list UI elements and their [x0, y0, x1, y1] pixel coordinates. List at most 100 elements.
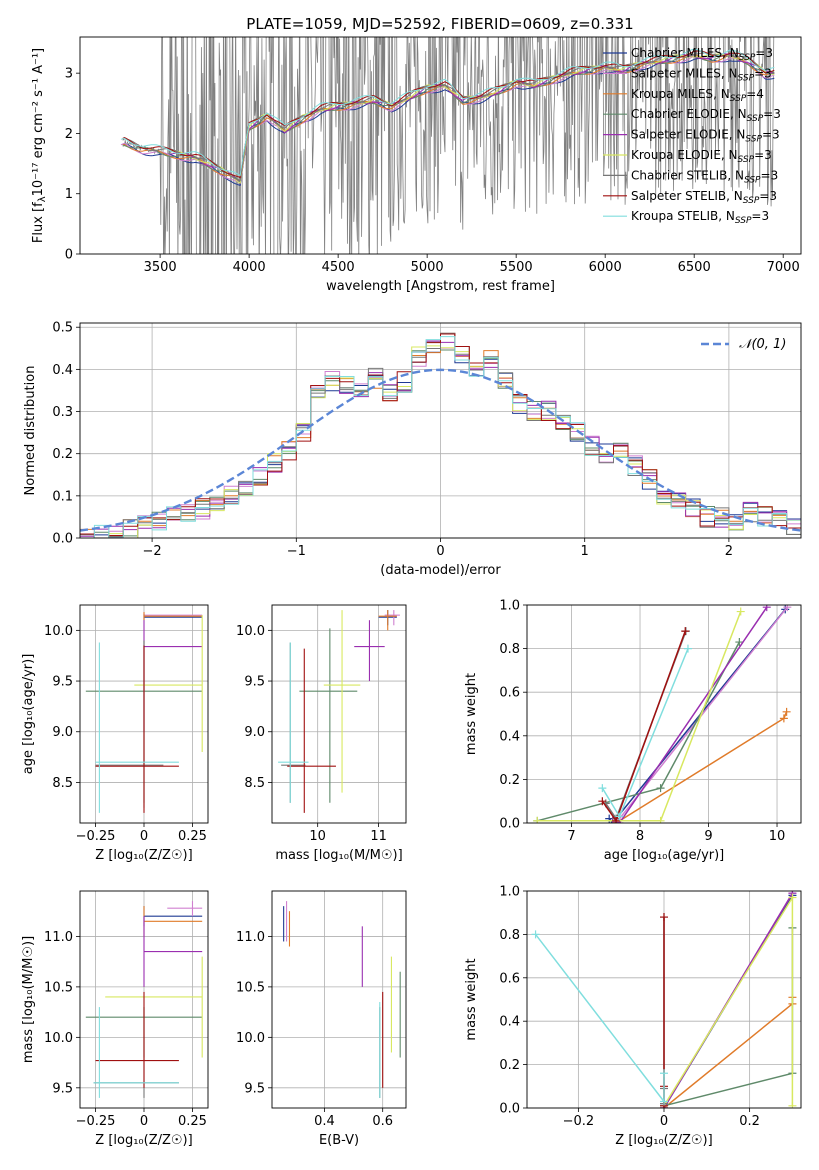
y-tick-label: 0.0 [499, 1102, 520, 1117]
legend-entry: Chabrier STELIB, NSSP=3 [631, 168, 778, 185]
weight-marker-4-2 [762, 605, 771, 612]
y-tick-label: 0.2 [499, 773, 520, 788]
model-spectrum-8 [120, 48, 775, 177]
legend-ssp: SSP [739, 53, 756, 63]
x-tick-label: 0.2 [739, 1114, 760, 1129]
x-tick-label: −0.25 [76, 829, 116, 844]
legend-n: , N [721, 148, 738, 162]
x-tick-label: −0.2 [563, 1114, 595, 1129]
legend-ssp: SSP [730, 94, 747, 104]
y-axis-label: mass weight [464, 958, 479, 1040]
legend-equals: = [755, 46, 765, 60]
legend-nssp-value: 3 [773, 107, 781, 121]
y-tick-label: 10.5 [44, 980, 73, 995]
weight-marker-1-2 [783, 605, 792, 612]
weight-marker-5-0 [533, 816, 542, 823]
histogram-7 [80, 333, 801, 538]
legend-entry: Salpeter MILES, NSSP=3 [631, 66, 772, 83]
weight-marker-3-1 [656, 784, 665, 793]
y-tick-label: 10.5 [236, 980, 265, 995]
legend-equals: = [759, 189, 769, 203]
plot-area [278, 610, 400, 813]
legend-entry: Salpeter STELIB, NSSP=3 [631, 189, 777, 206]
legend-nssp-value: 3 [771, 168, 779, 182]
x-tick-label: 2 [725, 544, 733, 559]
axes-frame [526, 890, 802, 1109]
legend-equals: = [751, 209, 761, 223]
y-axis-label: Normed distribution [23, 366, 38, 496]
spectrum-panel: 3500 4000 4500 5000 5500 6000 6500 7000 0 1 2 3 wave… [31, 36, 802, 294]
y-axis-label: age [log₁₀(age/yr)] [21, 654, 36, 775]
axes-frame [79, 604, 209, 824]
axes-frame [79, 322, 802, 539]
x-tick-label: 10 [309, 829, 326, 844]
legend-equals: = [754, 66, 764, 80]
legend-ssp: SSP [745, 135, 762, 145]
x-tick-label: 4500 [322, 260, 355, 275]
weight-vs-age-panel: 7 8 9 10 0.0 0.2 0.4 0.6 0.8 1.0 age [log₁₀(age/yr… [464, 599, 802, 863]
y-tick-label: 9.0 [52, 725, 73, 740]
x-tick-label: 11 [370, 829, 387, 844]
weight-vs-metallicity-panel: −0.2 0 0.2 0.0 0.2 0.4 0.6 0.8 1.0 Z [log₁₀(Z/Z☉)… [464, 885, 802, 1148]
legend-ssp: SSP [743, 196, 760, 206]
x-tick-label: 0.4 [314, 1114, 335, 1129]
plot-area [283, 901, 401, 1098]
x-axis-label: wavelength [Angstrom, rest frame] [326, 279, 555, 294]
legend-entry: Salpeter ELODIE, NSSP=3 [631, 128, 780, 145]
y-tick-label: 9.0 [244, 725, 265, 740]
plot-area [85, 612, 203, 813]
x-tick-label: 4000 [233, 260, 266, 275]
legend-nssp-value: 3 [764, 148, 772, 162]
y-tick-label: 9.5 [52, 675, 73, 690]
weight-marker-3-2 [735, 638, 744, 647]
x-tick-label: 0.25 [178, 829, 207, 844]
y-tick-label: 11.0 [44, 930, 73, 945]
legend-name: Salpeter ELODIE [631, 128, 729, 142]
y-tick-label: 0.8 [499, 642, 520, 657]
weight-marker-2-3 [782, 707, 791, 716]
x-tick-label: 6500 [678, 260, 711, 275]
x-axis-label: E(B-V) [319, 1133, 359, 1148]
histogram-8 [80, 336, 801, 538]
mass-vs-metallicity-panel: −0.25 0 0.25 9.5 10.0 10.5 11.0 Z [log₁₀(Z/Z☉)]… [21, 890, 209, 1148]
y-tick-label: 0.3 [52, 405, 73, 420]
legend-name: Kroupa MILES [631, 87, 713, 101]
legend-n: , N [727, 168, 744, 182]
weight-marker-8-1 [660, 1097, 668, 1106]
axes-frame [526, 604, 802, 824]
y-tick-label: 0.1 [52, 489, 73, 504]
weight-series-3 [537, 641, 740, 822]
y-tick-label: 11.0 [236, 930, 265, 945]
y-tick-label: 10.0 [44, 624, 73, 639]
x-tick-label: −0.25 [76, 1114, 116, 1129]
legend-ssp: SSP [738, 73, 755, 83]
axes-frame [79, 36, 802, 255]
weight-marker-5-1 [788, 893, 797, 902]
y-axis-label: mass weight [464, 673, 479, 755]
legend-name: Chabrier MILES [631, 46, 722, 60]
y-axis-label: Flux [fλ10⁻¹⁷ erg cm⁻² s⁻¹ A⁻¹] [31, 48, 48, 243]
legend-entry: Kroupa MILES, NSSP=4 [631, 87, 764, 104]
weight-marker-5-1 [656, 816, 665, 823]
y-tick-label: 0 [65, 248, 73, 263]
x-tick-label: 10 [769, 829, 786, 844]
legend-name: Chabrier ELODIE [631, 107, 730, 121]
weight-series-5 [663, 894, 794, 1107]
weight-series-2 [663, 997, 794, 1108]
axes-frame [271, 604, 407, 824]
y-axis-label: mass [log₁₀(M/M☉)] [21, 936, 36, 1063]
weight-series-6 [605, 630, 687, 821]
x-tick-label: 6000 [589, 260, 622, 275]
legend-n: , N [721, 66, 738, 80]
y-tick-label: 0.4 [499, 729, 520, 744]
y-tick-label: 0.0 [52, 532, 73, 547]
y-tick-label: 8.5 [52, 776, 73, 791]
weight-series-8 [601, 648, 689, 819]
x-tick-label: 0.6 [372, 1114, 393, 1129]
figure-title: PLATE=1059, MJD=52592, FIBERID=0609, z=0… [246, 15, 633, 33]
x-tick-label: 5000 [411, 260, 444, 275]
axes-frame [79, 890, 209, 1109]
legend-n: , N [729, 128, 746, 142]
age-vs-metallicity-panel: −0.25 0 0.25 8.5 9.0 9.5 10.0 Z [log₁₀(Z/Z☉)] ag… [21, 604, 209, 863]
legend-equals: = [763, 107, 773, 121]
